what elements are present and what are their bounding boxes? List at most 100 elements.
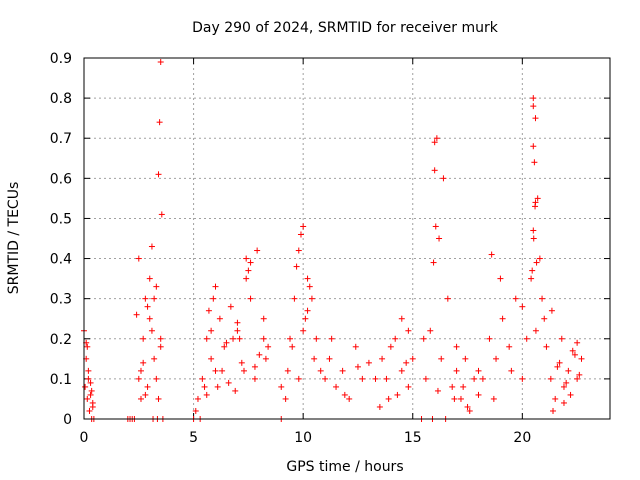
- y-axis-label: SRMTID / TECUs: [6, 182, 22, 295]
- data-point: [234, 319, 241, 326]
- data-point: [146, 315, 153, 322]
- data-point: [479, 375, 486, 382]
- data-point: [444, 295, 451, 302]
- data-point: [304, 307, 311, 314]
- data-point: [405, 327, 412, 334]
- data-point: [278, 383, 285, 390]
- data-point: [574, 339, 581, 346]
- data-point: [142, 295, 149, 302]
- data-point: [532, 327, 539, 334]
- data-point: [462, 355, 469, 362]
- data-point: [440, 175, 447, 182]
- data-point: [506, 343, 513, 350]
- data-point: [192, 407, 199, 414]
- data-point: [260, 335, 267, 342]
- data-point: [379, 355, 386, 362]
- data-point: [203, 335, 210, 342]
- data-point: [385, 395, 392, 402]
- data-point: [135, 255, 142, 262]
- data-point: [398, 367, 405, 374]
- y-tick-label: 0.6: [50, 171, 72, 187]
- data-point: [457, 395, 464, 402]
- plot-frame: [83, 57, 611, 420]
- point-layer: [81, 59, 585, 422]
- x-axis-label: GPS time / hours: [286, 459, 403, 475]
- data-point: [251, 363, 258, 370]
- data-point: [328, 335, 335, 342]
- data-point: [322, 375, 329, 382]
- data-point: [297, 231, 304, 238]
- data-point: [548, 307, 555, 314]
- data-point: [576, 371, 583, 378]
- data-point: [531, 159, 538, 166]
- data-point: [547, 375, 554, 382]
- data-point: [493, 355, 500, 362]
- y-tick-label: 0.4: [50, 252, 72, 268]
- data-point: [530, 95, 537, 102]
- data-point: [84, 343, 91, 350]
- data-point: [156, 119, 163, 126]
- y-tick-label: 0.3: [50, 292, 72, 308]
- data-point: [387, 343, 394, 350]
- data-point: [219, 367, 226, 374]
- data-point: [398, 315, 405, 322]
- data-point: [82, 383, 89, 390]
- data-point: [230, 335, 237, 342]
- data-point: [311, 355, 318, 362]
- data-point: [88, 387, 95, 394]
- data-point: [210, 295, 217, 302]
- data-point: [225, 379, 232, 386]
- data-point: [137, 367, 144, 374]
- data-point: [490, 395, 497, 402]
- data-point: [471, 375, 478, 382]
- data-point: [157, 59, 164, 66]
- data-point: [453, 367, 460, 374]
- data-point: [430, 259, 437, 266]
- data-point: [153, 283, 160, 290]
- data-point: [346, 395, 353, 402]
- data-point: [317, 367, 324, 374]
- data-point: [536, 255, 543, 262]
- data-point: [488, 251, 495, 258]
- data-point: [89, 403, 96, 410]
- data-point: [409, 355, 416, 362]
- data-point: [85, 375, 92, 382]
- data-point: [254, 247, 261, 254]
- x-tick-label: 20: [513, 430, 531, 446]
- data-point: [212, 283, 219, 290]
- data-point: [289, 343, 296, 350]
- data-point: [565, 367, 572, 374]
- data-point: [287, 335, 294, 342]
- data-point: [203, 391, 210, 398]
- data-point: [151, 355, 158, 362]
- data-point: [300, 223, 307, 230]
- chart-title: Day 290 of 2024, SRMTID for receiver mur…: [192, 20, 499, 36]
- data-point: [569, 347, 576, 354]
- data-point: [133, 311, 140, 318]
- x-tick-label: 15: [404, 430, 422, 446]
- data-point: [372, 375, 379, 382]
- y-tick-label: 0: [63, 412, 72, 428]
- data-point: [148, 243, 155, 250]
- data-point: [530, 143, 537, 150]
- data-point: [142, 391, 149, 398]
- data-point: [227, 303, 234, 310]
- data-point: [499, 315, 506, 322]
- data-point: [453, 343, 460, 350]
- data-point: [533, 259, 540, 266]
- data-point: [234, 327, 241, 334]
- data-point: [431, 139, 438, 146]
- data-point: [251, 375, 258, 382]
- data-point: [326, 355, 333, 362]
- data-point: [240, 367, 247, 374]
- data-point: [508, 367, 515, 374]
- y-tick-label: 0.9: [50, 51, 72, 67]
- y-tick-label: 0.7: [50, 131, 72, 147]
- data-point: [432, 223, 439, 230]
- data-point: [87, 379, 94, 386]
- data-point: [359, 375, 366, 382]
- data-point: [293, 263, 300, 270]
- data-point: [238, 359, 245, 366]
- y-tick-label: 0.1: [50, 372, 72, 388]
